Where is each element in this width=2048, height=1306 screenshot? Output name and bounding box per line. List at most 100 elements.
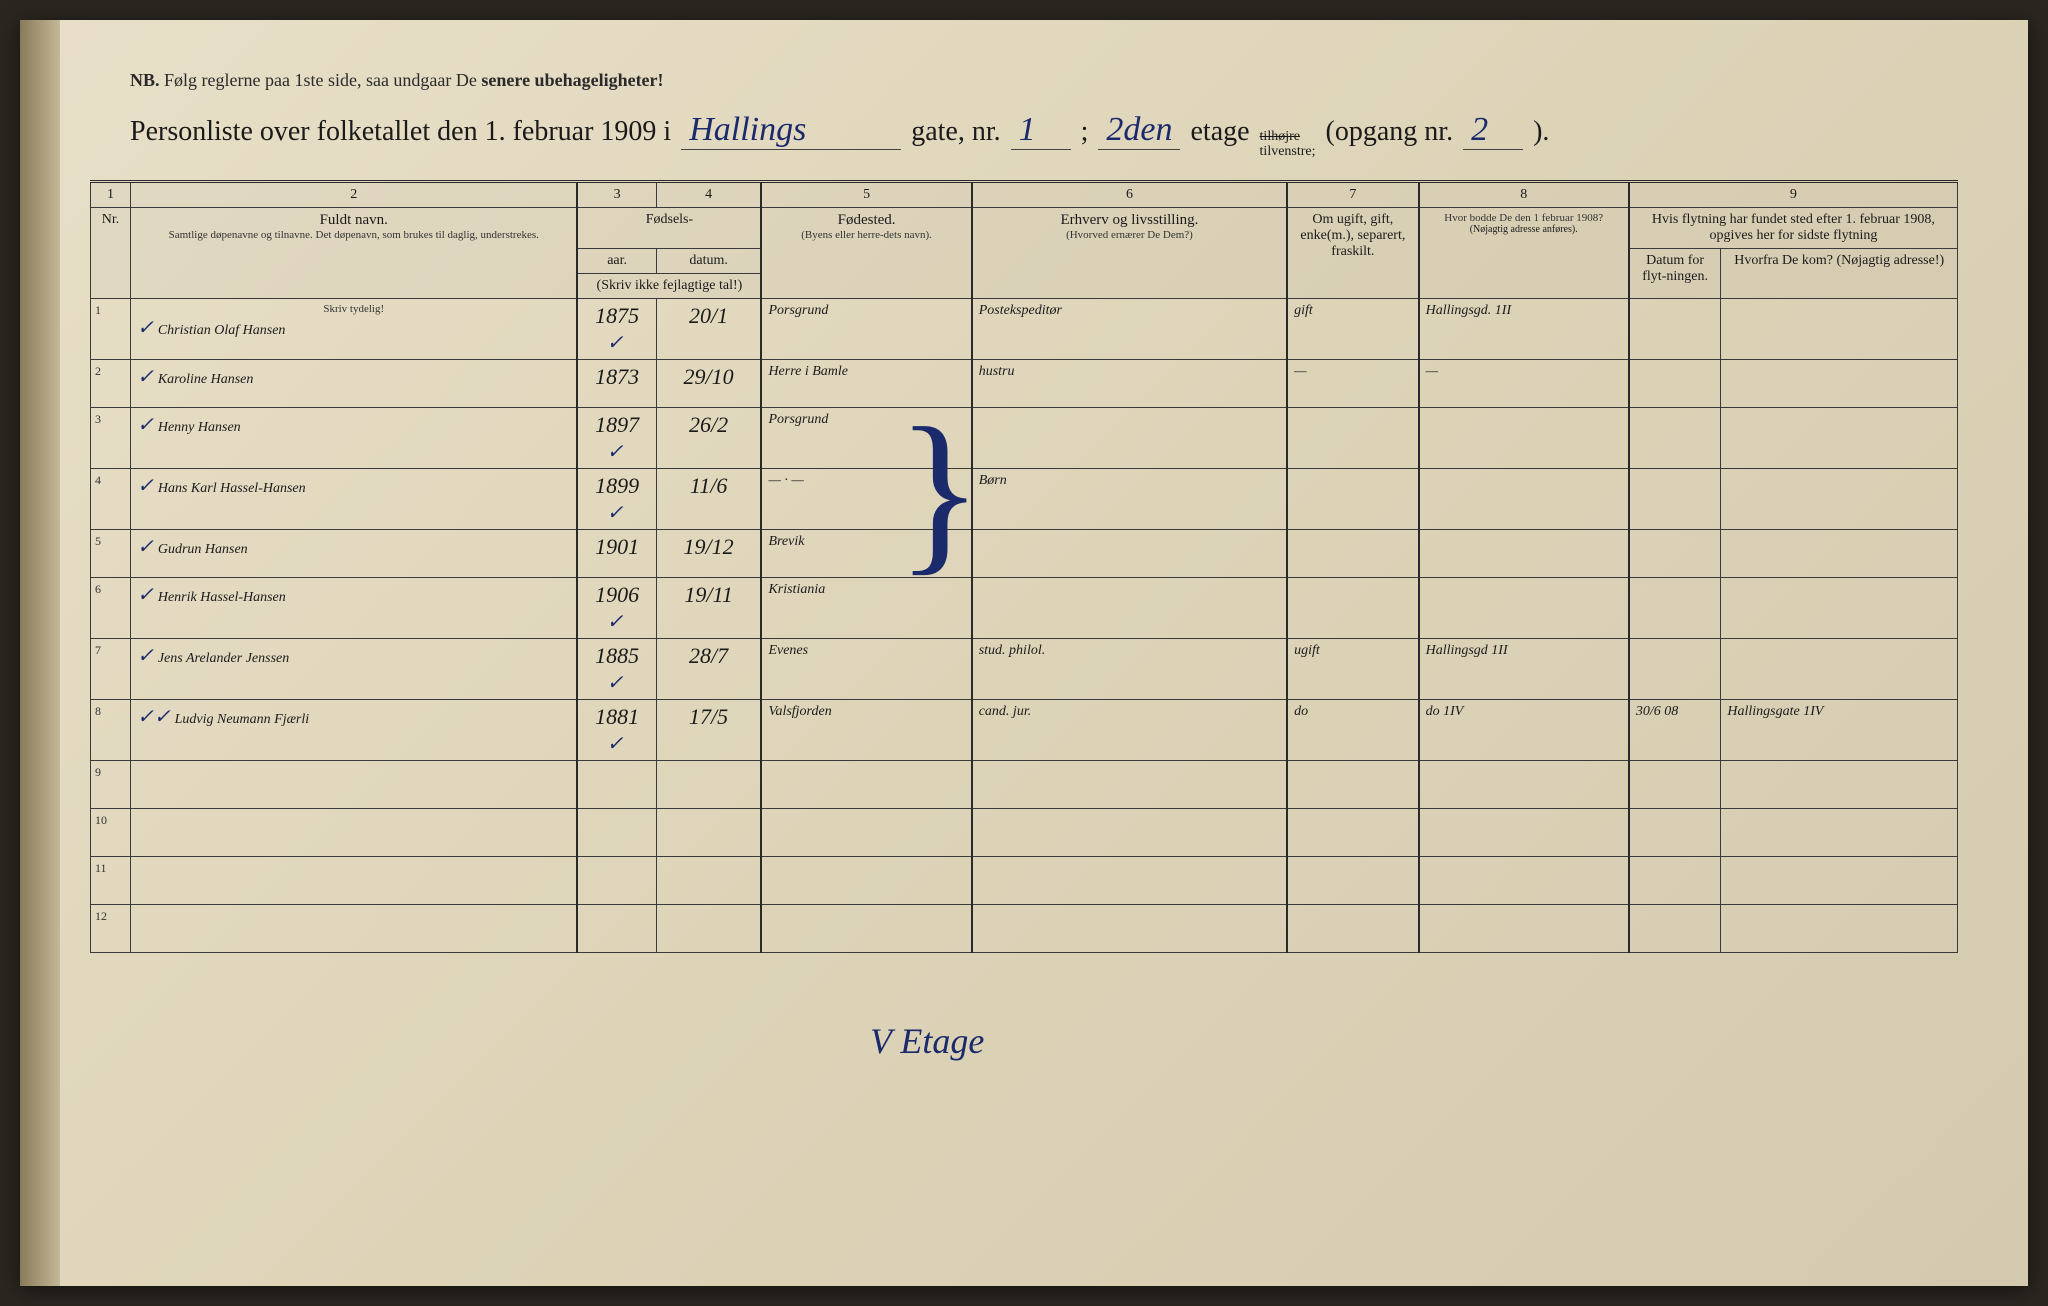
check-mark: ✓✓ (137, 706, 171, 728)
hdr-bodde-sub: (Nøjagtig adresse anføres). (1426, 224, 1622, 235)
col-group-6: 6 (972, 181, 1287, 207)
cell-date: 20/1 (656, 298, 761, 359)
table-row: 8✓✓Ludvig Neumann Fjærli1881 ✓17/5Valsfj… (91, 699, 1958, 760)
col-group-2: 2 (131, 181, 578, 207)
table-row: 1Skriv tydelig!✓Christian Olaf Hansen187… (91, 298, 1958, 359)
cell-addr (1419, 760, 1629, 808)
cell-civil (1287, 577, 1418, 638)
cell-name: ✓Gudrun Hansen (131, 529, 578, 577)
children-brace: } (896, 419, 982, 563)
table-row: 7✓Jens Arelander Jenssen1885 ✓28/7Evenes… (91, 638, 1958, 699)
cell-addr: Hallingsgd. 1II (1419, 298, 1629, 359)
name-text: Christian Olaf Hansen (158, 323, 286, 338)
census-table: 1 2 3 4 5 6 7 8 9 Nr. Fuldt navn. Samtli… (90, 180, 1958, 953)
nb-emphasis: senere ubehageligheter! (481, 70, 663, 90)
cell-date (656, 904, 761, 952)
cell-fdate (1629, 468, 1721, 529)
cell-from (1721, 760, 1958, 808)
cell-year: 1881 ✓ (577, 699, 656, 760)
cell-addr (1419, 577, 1629, 638)
cell-place (761, 904, 971, 952)
side-kept: tilvenstre; (1260, 144, 1316, 159)
cell-occ: Postekspeditør (972, 298, 1287, 359)
cell-name: ✓Henny Hansen (131, 407, 578, 468)
street-name: Hallings (681, 111, 901, 150)
cell-year: 1906 ✓ (577, 577, 656, 638)
skriv-tydelig-note: Skriv tydelig! (137, 303, 570, 315)
cell-addr (1419, 407, 1629, 468)
cell-nr: 9 (91, 760, 131, 808)
col-group-3: 3 (577, 181, 656, 207)
cell-name (131, 904, 578, 952)
name-text: Jens Arelander Jenssen (158, 651, 289, 666)
cell-addr (1419, 808, 1629, 856)
cell-nr: 6 (91, 577, 131, 638)
cell-date: 26/2 (656, 407, 761, 468)
table-body: 1Skriv tydelig!✓Christian Olaf Hansen187… (91, 298, 1958, 952)
year-check: ✓ (607, 502, 624, 524)
cell-from (1721, 808, 1958, 856)
cell-nr: 11 (91, 856, 131, 904)
cell-civil (1287, 856, 1418, 904)
cell-year (577, 856, 656, 904)
cell-date (656, 760, 761, 808)
opgang-nr: 2 (1463, 111, 1523, 150)
cell-from (1721, 359, 1958, 407)
cell-from (1721, 904, 1958, 952)
cell-name (131, 808, 578, 856)
hdr-name-sub: Samtlige døpenavne og tilnavne. Det døpe… (137, 229, 570, 241)
cell-civil: gift (1287, 298, 1418, 359)
hdr-bodde-main: Hvor bodde De den 1 februar 1908? (1426, 212, 1622, 224)
cell-date: 19/11 (656, 577, 761, 638)
opgang-close: ). (1533, 116, 1549, 148)
name-text: Gudrun Hansen (158, 542, 248, 557)
cell-fdate (1629, 856, 1721, 904)
cell-date: 19/12 (656, 529, 761, 577)
cell-nr: 4 (91, 468, 131, 529)
cell-from (1721, 856, 1958, 904)
table-row: 5✓Gudrun Hansen190119/12Brevik (91, 529, 1958, 577)
cell-place (761, 760, 971, 808)
cell-fdate (1629, 298, 1721, 359)
year-check: ✓ (607, 332, 624, 354)
cell-name: ✓✓Ludvig Neumann Fjærli (131, 699, 578, 760)
check-mark: ✓ (137, 475, 154, 497)
year-check: ✓ (607, 672, 624, 694)
cell-place (761, 856, 971, 904)
census-page: NB. Følg reglerne paa 1ste side, saa und… (20, 20, 2028, 1286)
table-row: 4✓Hans Karl Hassel-Hansen1899 ✓11/6— · —… (91, 468, 1958, 529)
cell-from (1721, 577, 1958, 638)
cell-year: 1901 (577, 529, 656, 577)
cell-fdate (1629, 808, 1721, 856)
cell-from: Hallingsgate 1IV (1721, 699, 1958, 760)
table-row: 9 (91, 760, 1958, 808)
cell-occ (972, 577, 1287, 638)
etage-nr: 2den (1098, 111, 1180, 150)
table-row: 2✓Karoline Hansen187329/10Herre i Bamleh… (91, 359, 1958, 407)
cell-year: 1875 ✓ (577, 298, 656, 359)
cell-nr: 2 (91, 359, 131, 407)
cell-civil (1287, 529, 1418, 577)
cell-place: Valsfjorden (761, 699, 971, 760)
hdr-flyt-hvorfra: Hvorfra De kom? (Nøjagtig adresse!) (1721, 248, 1958, 298)
cell-occ (972, 808, 1287, 856)
cell-occ: stud. philol. (972, 638, 1287, 699)
col-group-5: 5 (761, 181, 971, 207)
hdr-fodested-main: Fødested. (768, 212, 964, 229)
cell-civil (1287, 808, 1418, 856)
col-group-8: 8 (1419, 181, 1629, 207)
cell-fdate (1629, 638, 1721, 699)
hdr-fodsels: Fødsels- (577, 207, 761, 248)
cell-occ (972, 904, 1287, 952)
cell-fdate (1629, 577, 1721, 638)
name-text: Karoline Hansen (158, 372, 254, 387)
title-prefix: Personliste over folketallet den 1. febr… (130, 116, 671, 148)
cell-date: 11/6 (656, 468, 761, 529)
cell-place: Evenes (761, 638, 971, 699)
check-mark: ✓ (137, 414, 154, 436)
cell-occ: Børn (972, 468, 1287, 529)
nb-prefix: NB. (130, 70, 160, 90)
name-text: Henrik Hassel-Hansen (158, 590, 286, 605)
cell-occ (972, 856, 1287, 904)
side-struck: tilhøjre (1260, 129, 1300, 144)
